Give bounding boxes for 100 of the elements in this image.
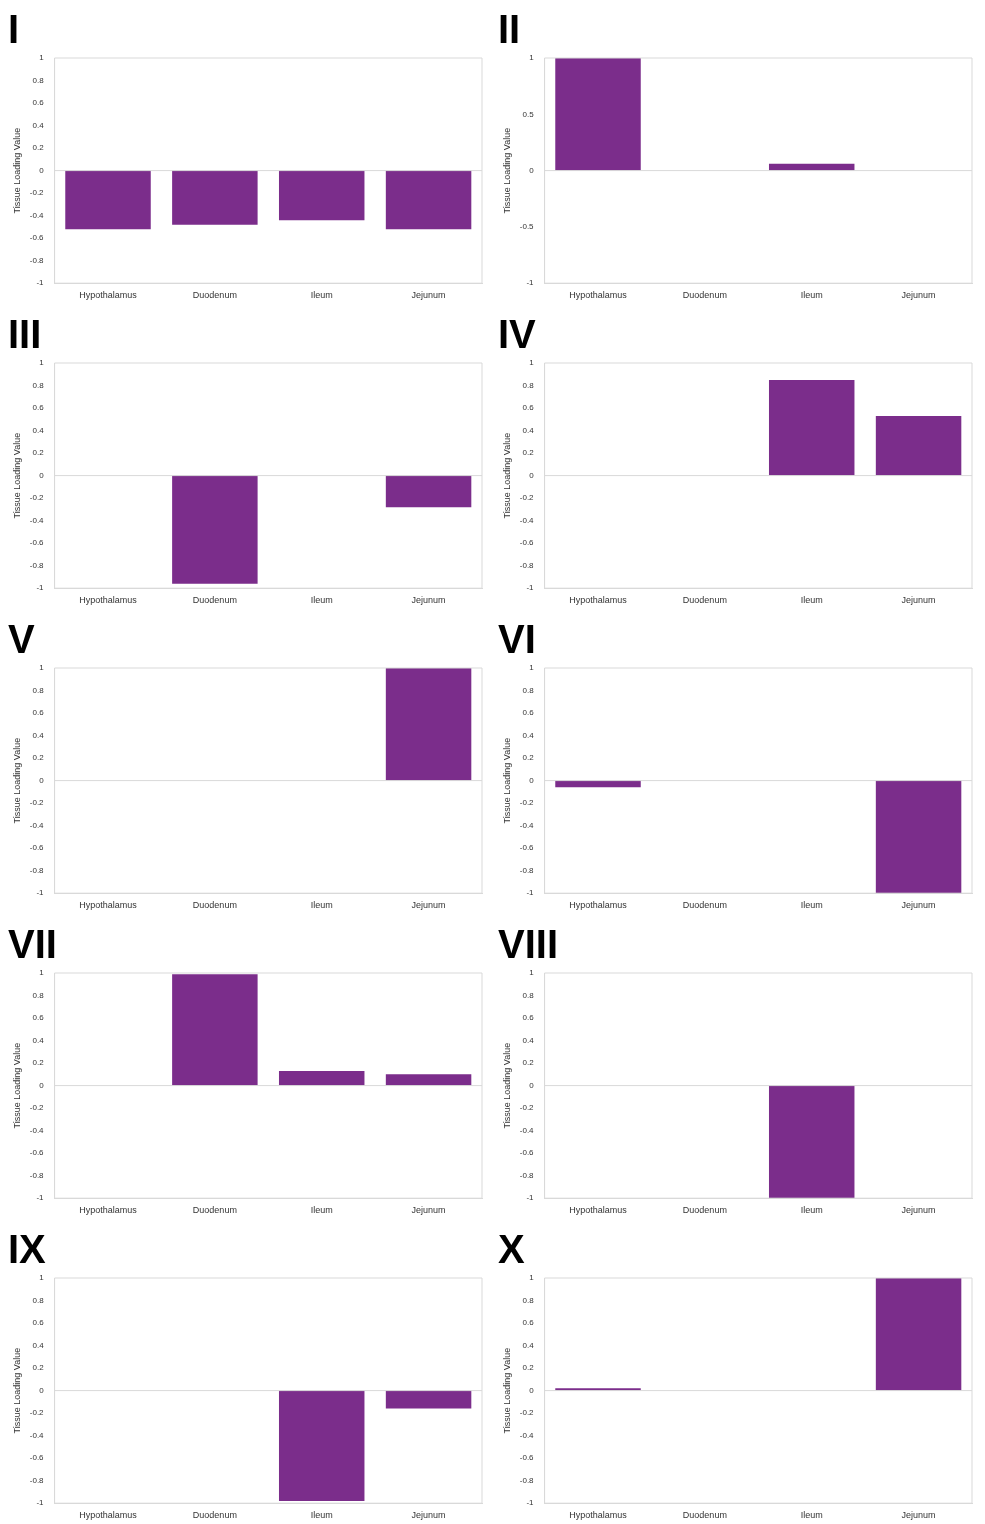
y-axis-title: Tissue Loading Value: [11, 432, 22, 519]
x-tick-label: Duodenum: [682, 900, 727, 911]
chart-title: II: [498, 7, 521, 52]
y-tick-label: -0.2: [29, 493, 45, 503]
x-tick-label: Duodenum: [682, 595, 727, 606]
y-axis-title: Tissue Loading Value: [501, 127, 512, 214]
y-tick-label: -0.6: [519, 1148, 535, 1158]
y-tick-label: -0.8: [29, 255, 45, 265]
x-tick-label: Duodenum: [682, 290, 727, 301]
y-tick-label: -0.6: [519, 1453, 535, 1463]
y-tick-label: -1: [36, 583, 45, 593]
y-tick-label: -0.8: [519, 1475, 535, 1485]
y-axis-title: Tissue Loading Value: [11, 1042, 22, 1129]
chart-title: V: [8, 617, 35, 662]
y-tick-label: -0.8: [29, 560, 45, 570]
y-tick-label: 0.8: [522, 1295, 535, 1305]
y-tick-label: -0.4: [519, 515, 535, 525]
y-tick-label: -1: [36, 1498, 45, 1508]
x-tick-label: Jejunum: [411, 595, 446, 606]
x-tick-label: Duodenum: [682, 1205, 727, 1216]
chart-title: IV: [498, 312, 537, 357]
x-tick-label: Hypothalamus: [569, 290, 628, 301]
chart-title: VI: [498, 617, 536, 662]
y-axis-title: Tissue Loading Value: [11, 1347, 22, 1434]
x-tick-label: Jejunum: [901, 900, 936, 911]
x-tick-label: Ileum: [310, 900, 333, 911]
y-tick-label: 0.2: [522, 448, 535, 458]
y-tick-label: 0.2: [32, 448, 45, 458]
y-tick-label: 1: [39, 53, 45, 63]
y-tick-label: 0.2: [32, 1058, 45, 1068]
chart-title: I: [8, 7, 20, 52]
y-tick-label: 0.6: [32, 98, 45, 108]
y-tick-label: 0.8: [32, 685, 45, 695]
y-tick-label: 0.6: [32, 1013, 45, 1023]
y-tick-label: 0: [529, 1080, 535, 1090]
y-tick-label: 0.4: [522, 425, 535, 435]
y-tick-label: 0.6: [32, 1318, 45, 1328]
bar: [172, 974, 258, 1086]
y-tick-label: 0.6: [522, 1013, 535, 1023]
x-tick-label: Jejunum: [411, 1510, 446, 1521]
y-tick-label: 0: [529, 775, 535, 785]
y-axis-title: Tissue Loading Value: [501, 1347, 512, 1434]
y-tick-label: 0.8: [32, 380, 45, 390]
y-tick-label: 0.2: [522, 1058, 535, 1068]
x-tick-label: Ileum: [310, 1510, 333, 1521]
y-tick-label: 1: [529, 53, 535, 63]
y-tick-label: 0.4: [32, 1340, 45, 1350]
y-tick-label: 0: [529, 165, 535, 175]
y-axis-title: Tissue Loading Value: [11, 737, 22, 824]
y-tick-label: 1: [529, 663, 535, 673]
y-tick-label: 0: [39, 1080, 45, 1090]
y-tick-label: -0.4: [519, 1125, 535, 1135]
y-tick-label: -0.6: [29, 1453, 45, 1463]
x-tick-label: Hypothalamus: [569, 595, 628, 606]
y-tick-label: -1: [526, 583, 535, 593]
y-tick-label: -0.8: [519, 560, 535, 570]
y-tick-label: -0.2: [519, 1103, 535, 1113]
y-tick-label: 0.4: [522, 1035, 535, 1045]
y-tick-label: 1: [529, 1273, 535, 1283]
y-tick-label: 0.2: [32, 753, 45, 763]
y-tick-label: -0.2: [29, 1408, 45, 1418]
x-tick-label: Hypothalamus: [79, 290, 138, 301]
y-tick-label: -0.6: [29, 538, 45, 548]
y-tick-label: -0.6: [29, 843, 45, 853]
x-tick-label: Jejunum: [411, 290, 446, 301]
y-tick-label: -0.4: [29, 515, 45, 525]
x-tick-label: Duodenum: [682, 1510, 727, 1521]
y-axis-title: Tissue Loading Value: [501, 1042, 512, 1129]
x-tick-label: Duodenum: [192, 290, 237, 301]
y-tick-label: 0.4: [32, 120, 45, 130]
chart-title: IX: [8, 1227, 47, 1272]
chart-title: X: [498, 1227, 525, 1272]
y-tick-label: -0.2: [29, 1103, 45, 1113]
y-tick-label: 0: [39, 775, 45, 785]
y-tick-label: 0: [39, 1385, 45, 1395]
x-tick-label: Jejunum: [901, 1510, 936, 1521]
y-tick-label: -1: [36, 1193, 45, 1203]
y-tick-label: 0.8: [32, 1295, 45, 1305]
y-tick-label: 1: [39, 663, 45, 673]
chart-title: VIII: [498, 922, 559, 967]
y-tick-label: 0.2: [32, 143, 45, 153]
x-tick-label: Jejunum: [411, 1205, 446, 1216]
y-tick-label: 0.4: [32, 1035, 45, 1045]
x-tick-label: Hypothalamus: [79, 900, 138, 911]
x-tick-label: Jejunum: [901, 595, 936, 606]
y-tick-label: 1: [529, 358, 535, 368]
y-tick-label: -1: [526, 1498, 535, 1508]
y-tick-label: 0: [529, 1385, 535, 1395]
y-tick-label: -0.6: [29, 1148, 45, 1158]
y-tick-label: -0.2: [519, 1408, 535, 1418]
y-tick-label: -0.4: [29, 1430, 45, 1440]
x-tick-label: Jejunum: [901, 290, 936, 301]
y-tick-label: 0.2: [32, 1363, 45, 1373]
x-tick-label: Ileum: [310, 1205, 333, 1216]
y-tick-label: -0.6: [29, 233, 45, 243]
y-tick-label: 0.6: [522, 708, 535, 718]
x-tick-label: Hypothalamus: [79, 1510, 138, 1521]
y-tick-label: 0.8: [522, 380, 535, 390]
x-tick-label: Hypothalamus: [79, 1205, 138, 1216]
y-tick-label: -0.2: [519, 493, 535, 503]
